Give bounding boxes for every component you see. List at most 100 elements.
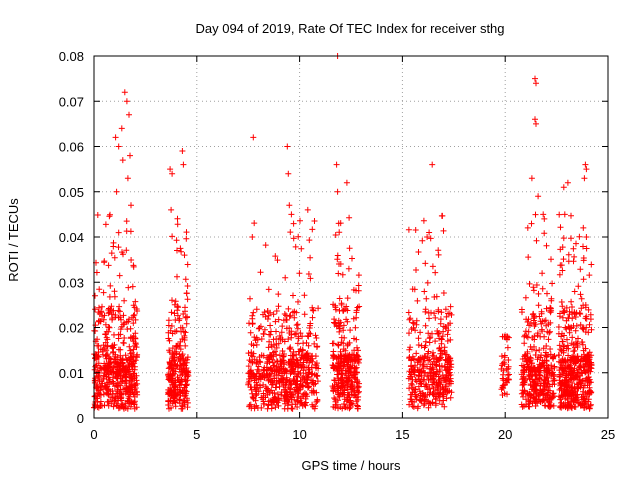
data-point	[294, 357, 301, 364]
data-point	[583, 313, 590, 320]
data-point	[271, 375, 278, 382]
data-point	[105, 262, 112, 269]
data-point	[115, 244, 122, 251]
data-point	[303, 351, 310, 357]
data-point	[115, 405, 122, 412]
data-point	[125, 391, 132, 398]
data-point	[418, 369, 425, 376]
data-point	[96, 310, 103, 317]
data-point	[556, 377, 563, 384]
data-point	[91, 393, 98, 400]
data-point	[557, 404, 563, 411]
data-point	[346, 214, 353, 221]
data-point	[122, 352, 129, 359]
data-point	[282, 274, 289, 281]
data-point	[315, 305, 322, 312]
data-point	[586, 379, 593, 386]
data-point	[115, 335, 122, 342]
data-point	[132, 316, 139, 323]
data-point	[519, 403, 526, 410]
data-point	[285, 336, 292, 343]
data-point	[282, 400, 289, 407]
data-point	[114, 386, 121, 393]
data-point	[580, 224, 587, 231]
data-point	[539, 328, 546, 335]
data-point	[307, 275, 314, 282]
x-tick-label: 20	[498, 427, 512, 442]
data-point	[108, 394, 115, 401]
data-point	[251, 356, 258, 363]
data-point	[265, 398, 272, 405]
data-point	[562, 389, 569, 396]
data-point	[121, 89, 128, 96]
data-point	[535, 193, 542, 200]
data-point	[310, 403, 317, 410]
data-point	[130, 263, 137, 270]
data-point	[111, 331, 117, 338]
data-point	[543, 242, 550, 249]
data-point	[183, 320, 190, 327]
data-point	[549, 391, 556, 397]
data-point	[424, 279, 431, 286]
data-point	[422, 322, 429, 329]
data-point	[264, 360, 271, 367]
data-point	[548, 297, 555, 304]
data-point	[256, 358, 263, 365]
data-point	[267, 322, 274, 329]
data-point	[561, 211, 568, 218]
data-point	[340, 322, 347, 329]
data-point	[107, 306, 114, 313]
data-point	[415, 356, 422, 363]
data-point	[301, 292, 308, 299]
data-point	[306, 330, 313, 337]
data-point	[557, 310, 563, 317]
data-point	[580, 243, 586, 250]
data-point	[541, 402, 548, 409]
data-point	[424, 386, 431, 393]
data-point	[412, 364, 418, 370]
data-point	[541, 390, 548, 397]
data-point	[406, 385, 413, 392]
data-point	[118, 397, 125, 404]
data-point	[541, 230, 548, 237]
data-point	[540, 397, 547, 404]
data-point	[96, 304, 102, 311]
data-point	[92, 328, 99, 334]
data-point	[422, 260, 429, 267]
data-point	[527, 398, 534, 405]
data-point	[335, 397, 341, 404]
data-point	[585, 388, 592, 395]
data-point	[583, 358, 590, 365]
data-point	[579, 341, 586, 348]
data-point	[265, 386, 272, 393]
data-point	[109, 378, 116, 385]
data-point	[269, 367, 276, 374]
data-point	[102, 221, 109, 228]
data-point	[294, 378, 301, 384]
data-point	[335, 270, 342, 277]
data-point	[292, 243, 299, 250]
data-point	[341, 391, 348, 398]
data-point	[411, 369, 418, 376]
data-point	[564, 179, 571, 186]
data-point	[286, 202, 293, 209]
data-point	[407, 315, 414, 322]
y-tick-label: 0.06	[59, 140, 84, 155]
data-point	[419, 362, 426, 369]
data-point	[113, 188, 120, 195]
data-point	[430, 366, 437, 373]
data-point	[265, 344, 272, 351]
data-point	[525, 364, 532, 371]
data-point	[582, 361, 589, 368]
data-point	[519, 309, 525, 316]
data-point	[439, 372, 446, 379]
data-point	[569, 334, 576, 341]
data-point	[176, 396, 183, 403]
data-point	[123, 356, 130, 363]
data-point	[169, 345, 176, 352]
data-point	[443, 382, 449, 388]
data-point	[305, 383, 312, 390]
data-point	[352, 391, 359, 398]
data-point	[104, 343, 111, 350]
data-point	[260, 390, 267, 397]
